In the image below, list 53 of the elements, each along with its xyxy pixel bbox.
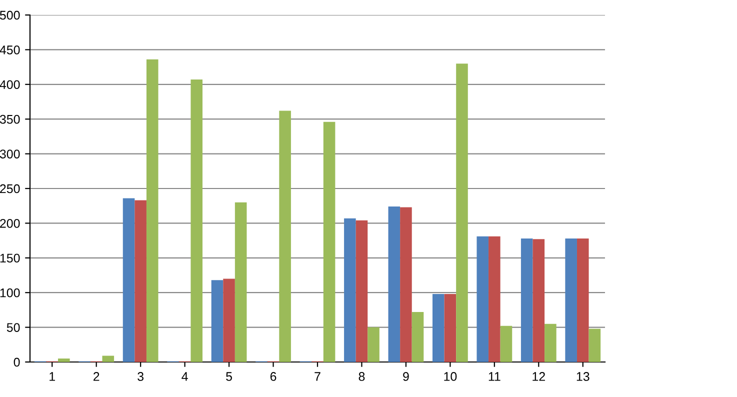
bar xyxy=(488,236,500,362)
y-tick-label: 150 xyxy=(0,254,20,263)
bar xyxy=(388,206,400,362)
y-tick-label: 450 xyxy=(0,46,20,54)
bar xyxy=(190,80,202,362)
bar xyxy=(412,312,424,362)
bar xyxy=(279,110,291,362)
bar xyxy=(444,294,456,362)
x-tick-label: 2 xyxy=(94,372,100,381)
bar xyxy=(576,238,589,362)
y-tick-label: 250 xyxy=(0,184,20,194)
x-tick-label: 12 xyxy=(532,372,545,381)
bar xyxy=(146,59,158,362)
x-tick-label: 8 xyxy=(358,372,365,381)
bar xyxy=(134,200,146,362)
bar xyxy=(323,122,336,362)
x-tick-label: 3 xyxy=(138,372,144,381)
bar xyxy=(356,220,368,362)
x-tick-label: 9 xyxy=(403,372,409,381)
x-tick-label: 11 xyxy=(488,372,500,381)
bar xyxy=(102,356,114,362)
y-tick-label: 400 xyxy=(0,80,20,90)
bar xyxy=(223,278,235,362)
x-tick-label: 10 xyxy=(444,372,457,381)
y-tick-label: 50 xyxy=(6,323,20,332)
bar xyxy=(58,358,70,362)
y-tick-label: 0 xyxy=(14,358,20,367)
x-tick-label: 6 xyxy=(270,372,276,381)
y-tick-label: 350 xyxy=(0,114,20,124)
bar xyxy=(432,294,444,362)
bar xyxy=(400,207,412,362)
bar xyxy=(565,238,577,362)
bar xyxy=(520,238,533,362)
y-tick-label: 200 xyxy=(0,219,20,228)
x-tick-label: 7 xyxy=(314,372,320,381)
bar xyxy=(368,327,380,362)
y-tick-label: 300 xyxy=(0,150,20,158)
y-tick-label: 100 xyxy=(0,288,20,298)
x-tick-label: 5 xyxy=(226,372,232,381)
x-tick-label: 4 xyxy=(182,372,188,381)
bar xyxy=(211,280,224,362)
bar xyxy=(544,324,556,362)
y-tick-label: 500 xyxy=(0,10,20,20)
bar xyxy=(476,236,489,362)
x-tick-label: 1 xyxy=(50,372,55,381)
bar xyxy=(122,198,135,362)
bar xyxy=(532,239,545,362)
bar xyxy=(500,326,512,362)
bar xyxy=(344,218,356,362)
bar xyxy=(588,328,601,362)
x-tick-label: 13 xyxy=(576,372,590,381)
bar xyxy=(456,64,468,362)
bar xyxy=(234,202,247,362)
